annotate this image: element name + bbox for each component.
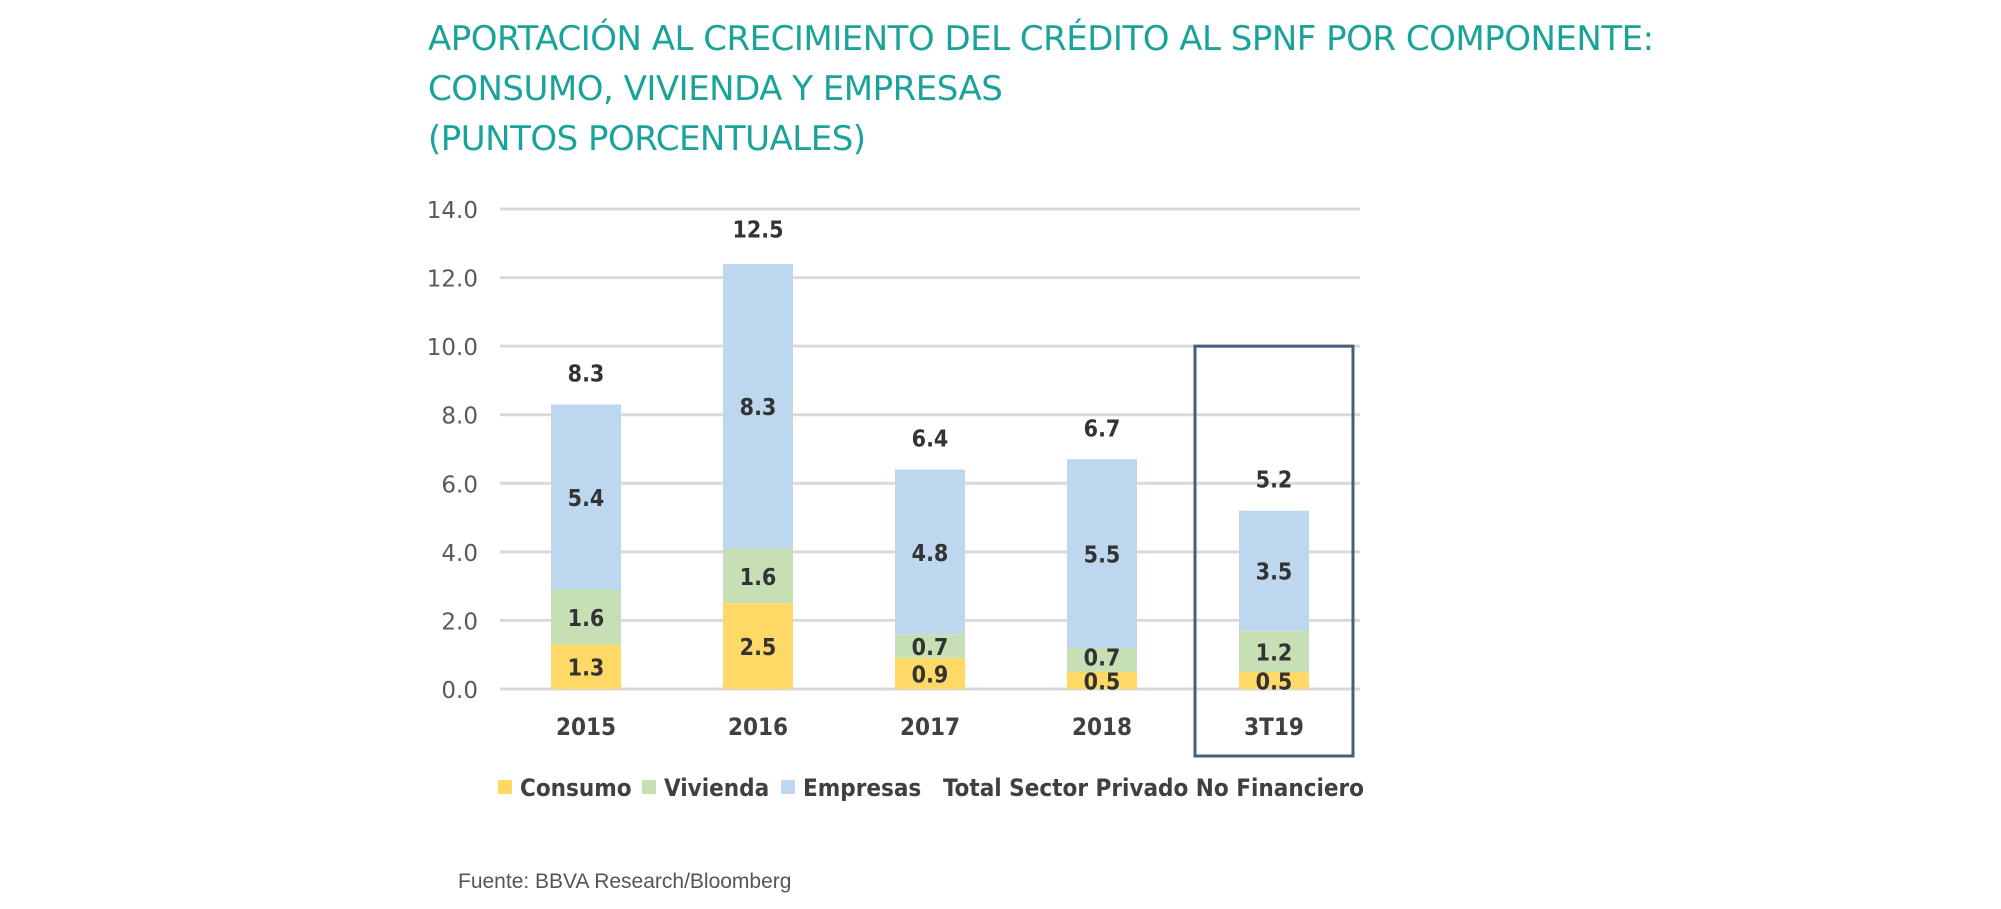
y-tick-label: 4.0 (441, 541, 478, 567)
x-tick-label: 2016 (728, 713, 788, 741)
data-label-consumo: 0.9 (912, 663, 949, 689)
y-tick-label: 14.0 (427, 198, 478, 224)
stacked-bar-chart: 0.0 2.0 4.0 6.0 8.0 10.0 12.0 14.0 1.3 1.6 5.4 2.5 1… (427, 198, 1364, 802)
data-label-vivienda: 1.6 (740, 565, 777, 591)
y-tick-label: 6.0 (441, 472, 478, 498)
bar-consumo (1239, 671, 1309, 689)
data-label-vivienda: 1.6 (568, 606, 605, 632)
bar-consumo (1067, 671, 1137, 689)
bar-vivienda (551, 589, 621, 645)
x-tick-label: 3T19 (1244, 713, 1304, 741)
chart-title: APORTACIÓN AL CRECIMIENTO DEL CRÉDITO AL… (428, 14, 1654, 164)
legend-label-total: Total Sector Privado No Financiero (943, 774, 1364, 802)
data-label-vivienda: 0.7 (912, 635, 949, 661)
data-label-empresas: 8.3 (740, 395, 777, 421)
x-tick-label: 2017 (900, 713, 960, 741)
y-tick-label: 8.0 (441, 404, 478, 430)
legend-swatch-empresas (781, 780, 795, 794)
total-label: 5.2 (1256, 468, 1293, 494)
total-label: 6.7 (1084, 416, 1121, 442)
chart-title-line-1: APORTACIÓN AL CRECIMIENTO DEL CRÉDITO AL… (428, 19, 1654, 59)
x-tick-label: 2015 (556, 713, 616, 741)
data-label-vivienda: 0.7 (1084, 645, 1121, 671)
data-label-empresas: 5.5 (1084, 543, 1121, 569)
chart-title-line-2: CONSUMO, VIVIENDA Y EMPRESAS (428, 69, 1003, 109)
bar-consumo (895, 658, 965, 689)
bar-vivienda (1239, 630, 1309, 672)
chart-title-line-3: (PUNTOS PORCENTUALES) (428, 119, 866, 159)
y-tick-label: 0.0 (441, 678, 478, 704)
data-label-vivienda: 1.2 (1256, 640, 1293, 666)
data-label-consumo: 0.5 (1084, 669, 1121, 695)
bar-empresas (1067, 459, 1137, 648)
source-note: Fuente: BBVA Research/Bloomberg (458, 870, 792, 893)
bar-empresas (895, 469, 965, 635)
legend-label-vivienda: Vivienda (664, 774, 769, 802)
y-tick-label: 2.0 (441, 609, 478, 635)
y-tick-label: 12.0 (427, 267, 478, 293)
total-label: 8.3 (568, 361, 605, 387)
legend-swatch-vivienda (642, 780, 656, 794)
total-label: 6.4 (912, 427, 949, 453)
highlight-box (1193, 344, 1355, 758)
x-tick-label: 2018 (1072, 713, 1132, 741)
data-label-empresas: 3.5 (1256, 560, 1293, 586)
bar-empresas (1239, 510, 1309, 631)
data-label-empresas: 4.8 (912, 541, 949, 567)
bar-consumo (551, 644, 621, 689)
y-tick-label: 10.0 (427, 335, 478, 361)
total-label: 12.5 (732, 217, 783, 243)
data-label-consumo: 2.5 (740, 635, 777, 661)
bar-vivienda (1067, 647, 1137, 672)
data-label-consumo: 0.5 (1256, 669, 1293, 695)
legend-swatch-consumo (498, 780, 512, 794)
legend-label-consumo: Consumo (520, 774, 632, 802)
legend-label-empresas: Empresas (803, 774, 921, 802)
bar-vivienda (895, 634, 965, 659)
data-label-consumo: 1.3 (568, 656, 605, 682)
bar-consumo (723, 603, 793, 689)
data-label-empresas: 5.4 (568, 486, 605, 512)
bar-empresas (723, 263, 793, 549)
bar-vivienda (723, 548, 793, 604)
bar-empresas (551, 404, 621, 590)
